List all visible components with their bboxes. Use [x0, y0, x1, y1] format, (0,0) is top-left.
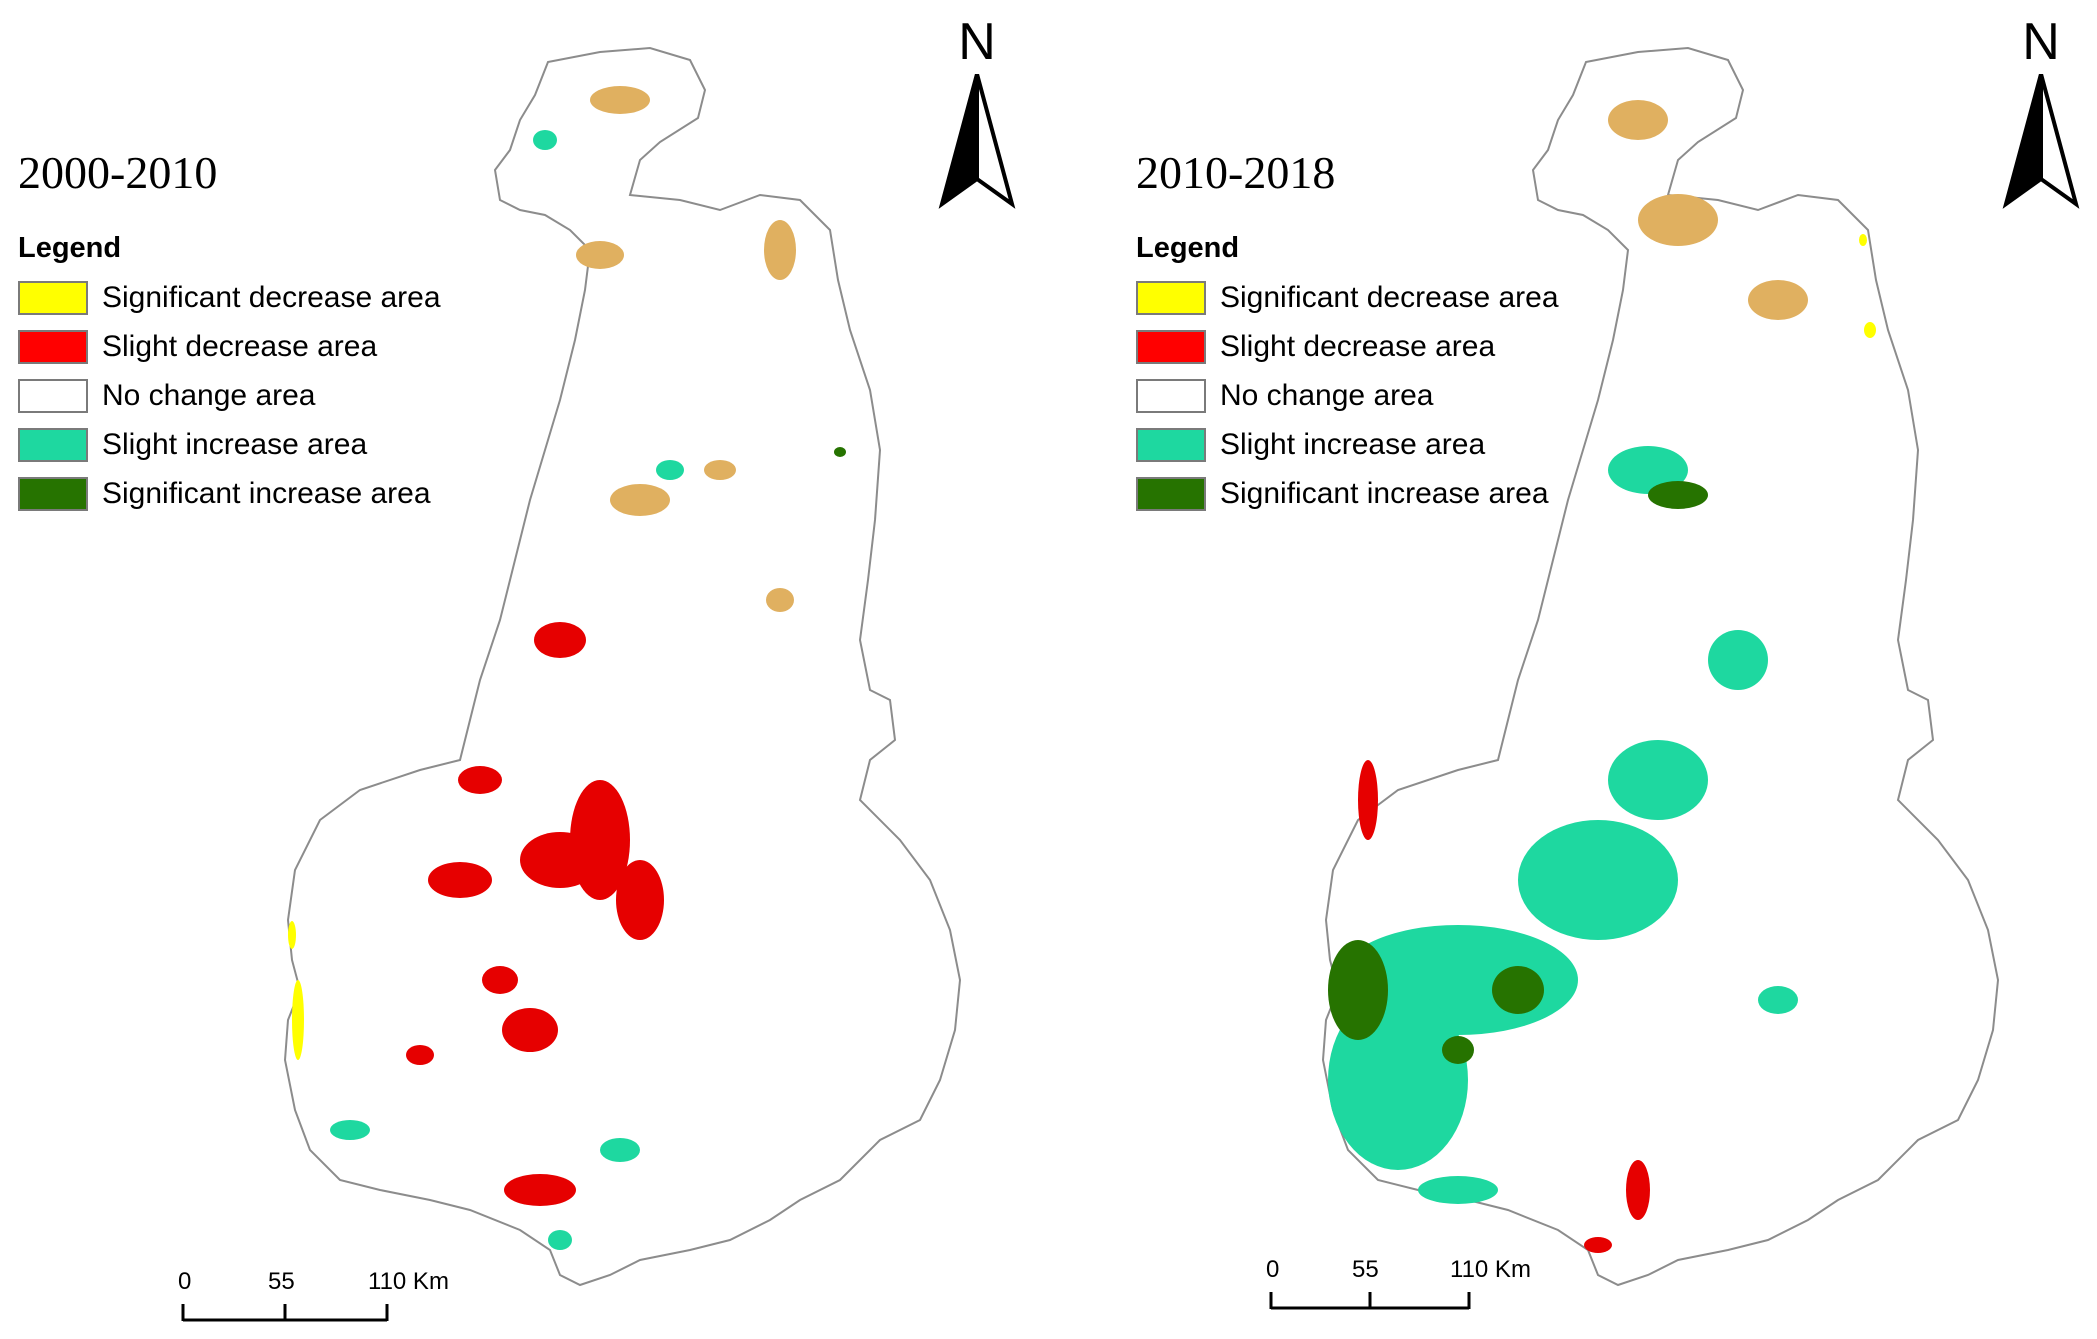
slight-decrease-patch — [616, 860, 664, 940]
map-panel-2010-2018: 2010-2018 Legend Significant decrease ar… — [1118, 0, 2097, 1339]
slight-decrease-patch — [534, 622, 586, 658]
legend-label: Slight increase area — [102, 427, 368, 461]
period-title: 2010-2018 — [1136, 147, 1336, 198]
legend-title: Legend — [1136, 232, 1240, 264]
legend-item-significant-increase: Significant increase area — [18, 469, 441, 518]
scale-tick-label: 55 — [268, 1268, 295, 1295]
significant-increase-patch — [1492, 966, 1544, 1014]
slight-increase-patch — [1418, 1176, 1498, 1204]
slight-increase-patch — [1608, 740, 1708, 820]
significant-increase-patch — [834, 447, 846, 457]
legend-swatch-dark-green — [18, 476, 88, 511]
legend-swatch-teal — [1136, 427, 1206, 462]
legend-swatch-white — [18, 378, 88, 413]
region-outline — [283, 46, 962, 1287]
slight-increase-patch — [1518, 820, 1678, 940]
legend: Legend Significant decrease area Slight … — [18, 232, 441, 518]
significant-decrease-patch — [292, 980, 304, 1060]
slight-increase-patch — [600, 1138, 640, 1162]
slight-decrease-patch — [458, 766, 502, 794]
significant-decrease-patch — [1859, 234, 1867, 246]
significant-decrease-patch — [288, 921, 296, 949]
scale-tick-label: 0 — [1266, 1256, 1280, 1283]
mixed-decrease-patch — [766, 588, 794, 612]
legend-item-significant-decrease: Significant decrease area — [1136, 273, 1559, 322]
region-map-2010-2018 — [1321, 46, 2000, 1287]
legend-item-significant-increase: Significant increase area — [1136, 469, 1559, 518]
north-arrow: N — [1996, 12, 2086, 212]
mixed-decrease-patch — [764, 220, 796, 280]
legend-label: Slight decrease area — [102, 329, 378, 363]
legend-swatch-red — [1136, 329, 1206, 364]
scale-tick-label: 110 Km — [368, 1268, 449, 1295]
legend-item-no-change: No change area — [1136, 371, 1559, 420]
slight-increase-patch — [533, 130, 557, 150]
mixed-decrease-patch — [610, 484, 670, 516]
slight-decrease-patch — [428, 862, 492, 898]
legend-swatch-red — [18, 329, 88, 364]
legend-item-slight-decrease: Slight decrease area — [1136, 322, 1559, 371]
scale-tick-label: 0 — [178, 1268, 192, 1295]
legend-label: Significant increase area — [102, 476, 431, 510]
scale-bar-line — [1269, 1292, 1471, 1310]
change-patches — [288, 86, 846, 1250]
period-title: 2000-2010 — [18, 147, 218, 198]
north-arrow-icon — [938, 74, 1016, 209]
mixed-decrease-patch — [590, 86, 650, 114]
legend-item-slight-decrease: Slight decrease area — [18, 322, 441, 371]
legend-swatch-yellow — [1136, 280, 1206, 315]
significant-increase-patch — [1328, 940, 1388, 1040]
slight-decrease-patch — [1584, 1237, 1612, 1253]
significant-increase-patch — [1648, 481, 1708, 509]
legend-label: Slight decrease area — [1220, 329, 1496, 363]
scale-tick-label: 55 — [1352, 1256, 1379, 1283]
change-patches — [1328, 100, 1876, 1253]
scale-bar-line — [181, 1304, 389, 1322]
legend-item-significant-decrease: Significant decrease area — [18, 273, 441, 322]
legend-item-slight-increase: Slight increase area — [18, 420, 441, 469]
north-letter: N — [958, 13, 996, 71]
legend-label: Significant increase area — [1220, 476, 1549, 510]
region-map-2000-2010 — [283, 46, 962, 1287]
slight-increase-patch — [330, 1120, 370, 1140]
legend-swatch-dark-green — [1136, 476, 1206, 511]
legend-swatch-yellow — [18, 280, 88, 315]
legend-label: Significant decrease area — [1220, 280, 1559, 314]
legend-label: Slight increase area — [1220, 427, 1486, 461]
legend-swatch-white — [1136, 378, 1206, 413]
slight-increase-patch — [548, 1230, 572, 1250]
legend-item-no-change: No change area — [18, 371, 441, 420]
mixed-decrease-patch — [576, 241, 624, 269]
significant-decrease-patch — [1864, 322, 1876, 338]
mixed-decrease-patch — [1748, 280, 1808, 320]
legend-label: No change area — [102, 378, 316, 412]
slight-decrease-patch — [406, 1045, 434, 1065]
significant-increase-patch — [1442, 1036, 1474, 1064]
slight-decrease-patch — [482, 966, 518, 994]
mixed-decrease-patch — [704, 460, 736, 480]
slight-decrease-patch — [1358, 760, 1378, 840]
slight-increase-patch — [656, 460, 684, 480]
slight-decrease-patch — [502, 1008, 558, 1052]
scale-tick-label: 110 Km — [1450, 1256, 1531, 1283]
slight-increase-patch — [1758, 986, 1798, 1014]
legend: Legend Significant decrease area Slight … — [1136, 232, 1559, 518]
mixed-decrease-patch — [1638, 194, 1718, 246]
slight-decrease-patch — [1626, 1160, 1650, 1220]
legend-item-slight-increase: Slight increase area — [1136, 420, 1559, 469]
scale-bar: 0 55 110 Km — [178, 1268, 480, 1328]
north-arrow: N — [932, 12, 1022, 212]
scale-bar: 0 55 110 Km — [1266, 1256, 1568, 1316]
legend-label: No change area — [1220, 378, 1434, 412]
legend-label: Significant decrease area — [102, 280, 441, 314]
legend-swatch-teal — [18, 427, 88, 462]
north-letter: N — [2022, 13, 2060, 71]
north-arrow-icon — [2002, 74, 2080, 209]
slight-decrease-patch — [504, 1174, 576, 1206]
slight-increase-patch — [1708, 630, 1768, 690]
legend-title: Legend — [18, 232, 122, 264]
slight-decrease-patch — [570, 780, 630, 900]
mixed-decrease-patch — [1608, 100, 1668, 140]
map-panel-2000-2010: 2000-2010 Legend Significant decrease ar… — [0, 0, 1048, 1339]
